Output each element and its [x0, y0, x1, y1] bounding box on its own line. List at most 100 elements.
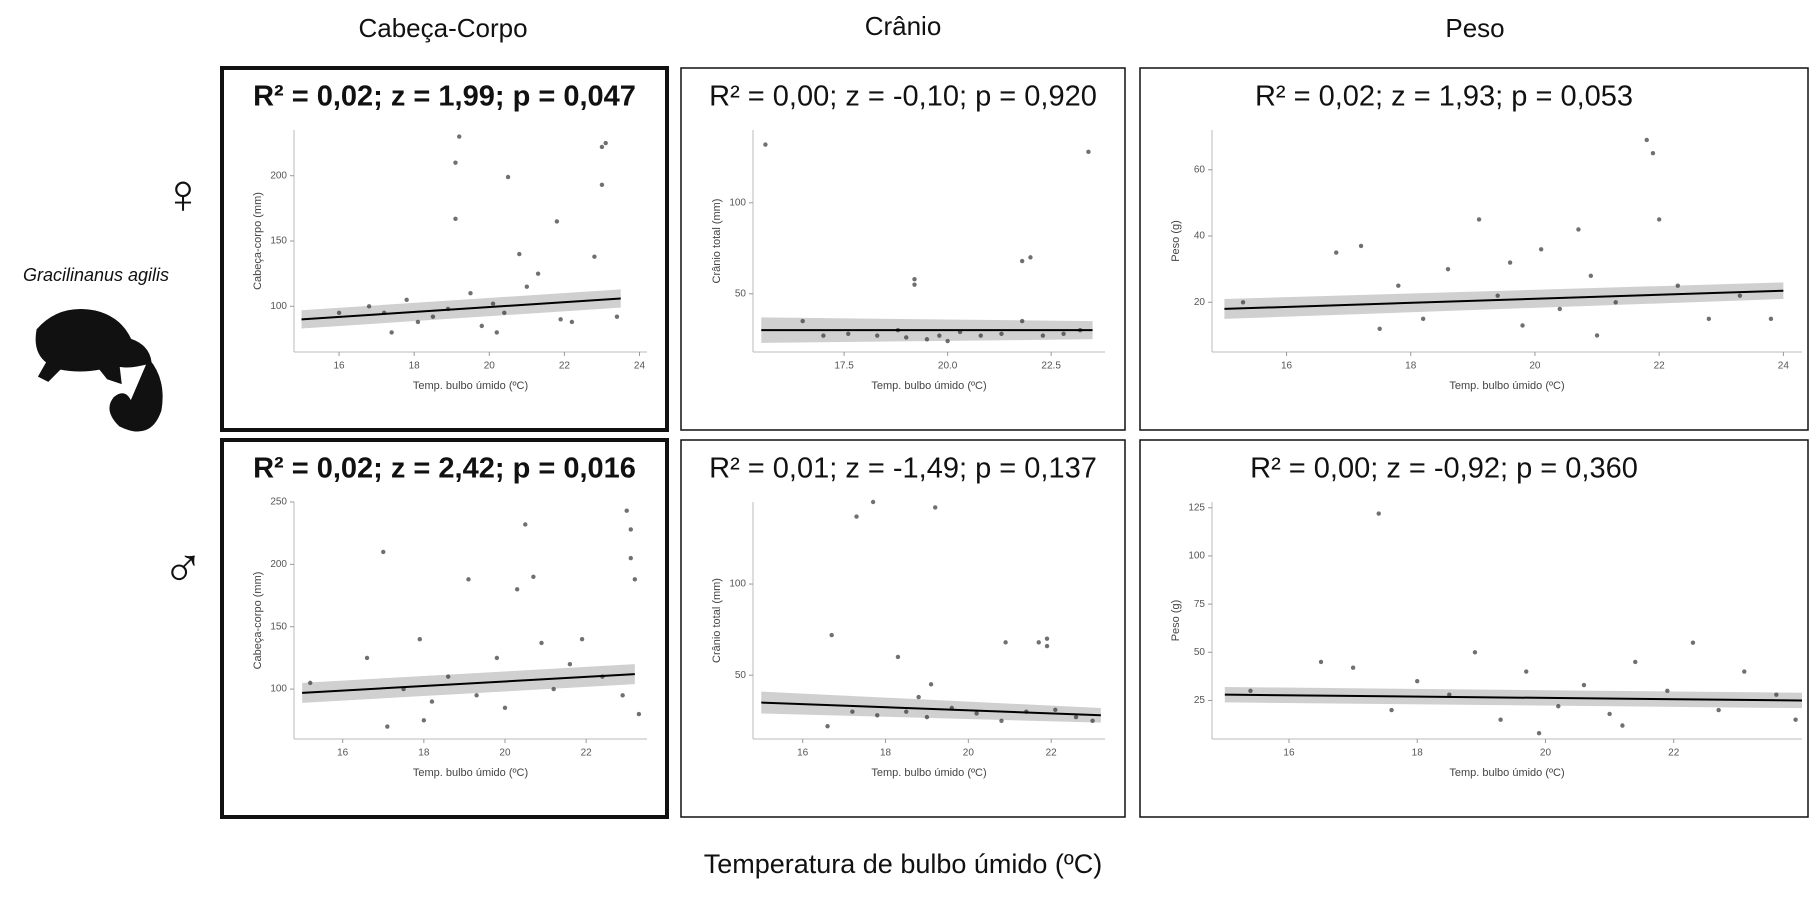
- data-point: [1576, 227, 1581, 232]
- x-tick-label: 22: [1668, 748, 1680, 759]
- data-point: [829, 632, 834, 638]
- panel-title: R² = 0,02; z = 1,93; p = 0,053: [1255, 81, 1633, 113]
- x-axis-title: Temp. bulbo úmido (ºC): [871, 767, 986, 779]
- x-tick-label: 16: [1281, 361, 1293, 372]
- y-tick-label: 100: [270, 684, 287, 695]
- y-tick-label: 50: [735, 288, 747, 299]
- y-tick-label: 125: [1188, 502, 1205, 513]
- data-point: [628, 527, 633, 532]
- data-point: [1003, 640, 1008, 645]
- x-tick-label: 20: [1529, 361, 1541, 372]
- column-title: Crânio: [865, 11, 942, 41]
- data-point: [404, 297, 409, 302]
- row-label: ♀: [162, 162, 204, 225]
- data-point: [364, 655, 370, 661]
- data-point: [554, 219, 560, 224]
- data-point: [569, 319, 575, 325]
- data-point: [846, 331, 851, 337]
- data-point: [468, 291, 473, 296]
- x-axis-title: Temp. bulbo úmido (ºC): [1449, 767, 1564, 779]
- data-point: [1019, 258, 1025, 264]
- data-point: [1581, 682, 1587, 688]
- data-point: [417, 637, 422, 642]
- data-point: [1716, 707, 1721, 713]
- data-point: [620, 693, 625, 698]
- species-label: Gracilinanus agilis: [23, 265, 169, 285]
- x-tick-label: 18: [1412, 748, 1424, 759]
- data-point: [466, 577, 471, 582]
- x-tick-label: 22.5: [1041, 361, 1061, 372]
- data-point: [1445, 266, 1451, 272]
- panel-title: R² = 0,01; z = -1,49; p = 0,137: [709, 453, 1097, 485]
- data-point: [825, 724, 830, 729]
- fit-line: [761, 701, 1101, 717]
- data-point: [494, 655, 500, 661]
- x-tick-label: 20: [963, 748, 975, 759]
- data-point: [850, 709, 855, 714]
- data-point: [308, 680, 313, 686]
- data-point: [1620, 723, 1625, 728]
- data-point: [523, 522, 528, 527]
- data-point: [1690, 640, 1696, 645]
- data-point: [614, 314, 620, 319]
- data-point: [514, 587, 520, 592]
- data-point: [1420, 316, 1426, 322]
- data-point: [1675, 283, 1680, 288]
- data-point: [381, 549, 386, 555]
- data-point: [875, 333, 880, 338]
- column-title: Cabeça-Corpo: [358, 13, 527, 43]
- y-axis-title: Crânio total (mm): [711, 578, 723, 663]
- confidence-band: [761, 691, 1101, 723]
- data-point: [1350, 665, 1356, 670]
- y-tick-label: 50: [735, 670, 747, 681]
- data-point: [1536, 731, 1542, 736]
- data-point: [535, 271, 541, 276]
- data-point: [1556, 704, 1561, 709]
- data-point: [1706, 316, 1712, 322]
- panel-frame: [680, 67, 1126, 431]
- data-point: [415, 319, 421, 325]
- data-point: [1334, 250, 1339, 255]
- data-point: [1768, 316, 1774, 322]
- panel-frame: [1139, 439, 1809, 818]
- data-point: [551, 686, 556, 692]
- x-tick-label: 20.0: [938, 361, 958, 372]
- y-axis-title: Cabeça-corpo (mm): [252, 192, 264, 290]
- data-point: [628, 555, 633, 561]
- y-axis-title: Peso (g): [1170, 220, 1182, 262]
- x-tick-label: 22: [1046, 748, 1058, 759]
- y-tick-label: 100: [1188, 551, 1205, 562]
- x-tick-label: 24: [1778, 361, 1790, 372]
- data-point: [1415, 678, 1420, 684]
- data-point: [763, 142, 768, 147]
- x-tick-label: 16: [334, 361, 346, 372]
- panel-title: R² = 0,02; z = 1,99; p = 0,047: [253, 81, 636, 113]
- panel-title: R² = 0,00; z = -0,10; p = 0,920: [709, 81, 1097, 113]
- y-axis-title: Crânio total (mm): [711, 199, 723, 284]
- data-point: [1524, 669, 1529, 674]
- data-point: [924, 337, 930, 342]
- y-tick-label: 200: [270, 170, 287, 181]
- data-point: [854, 514, 859, 519]
- data-point: [430, 314, 436, 319]
- data-point: [974, 711, 979, 716]
- data-point: [1318, 659, 1324, 665]
- data-point: [1495, 293, 1500, 298]
- data-point: [558, 317, 563, 322]
- data-point: [1607, 711, 1612, 717]
- data-point: [385, 724, 390, 729]
- y-tick-label: 250: [270, 497, 287, 508]
- panel-frame: [680, 439, 1126, 818]
- y-tick-label: 100: [729, 579, 746, 590]
- data-point: [579, 637, 585, 642]
- data-point: [636, 711, 642, 717]
- x-axis-label: Temperatura de bulbo úmido (ºC): [704, 849, 1103, 879]
- data-point: [1036, 640, 1041, 645]
- y-tick-label: 100: [270, 301, 287, 312]
- data-point: [457, 134, 462, 139]
- data-point: [1053, 707, 1058, 713]
- data-point: [502, 310, 507, 316]
- x-tick-label: 18: [1405, 361, 1417, 372]
- fit-line: [1224, 289, 1784, 310]
- data-point: [1557, 306, 1562, 312]
